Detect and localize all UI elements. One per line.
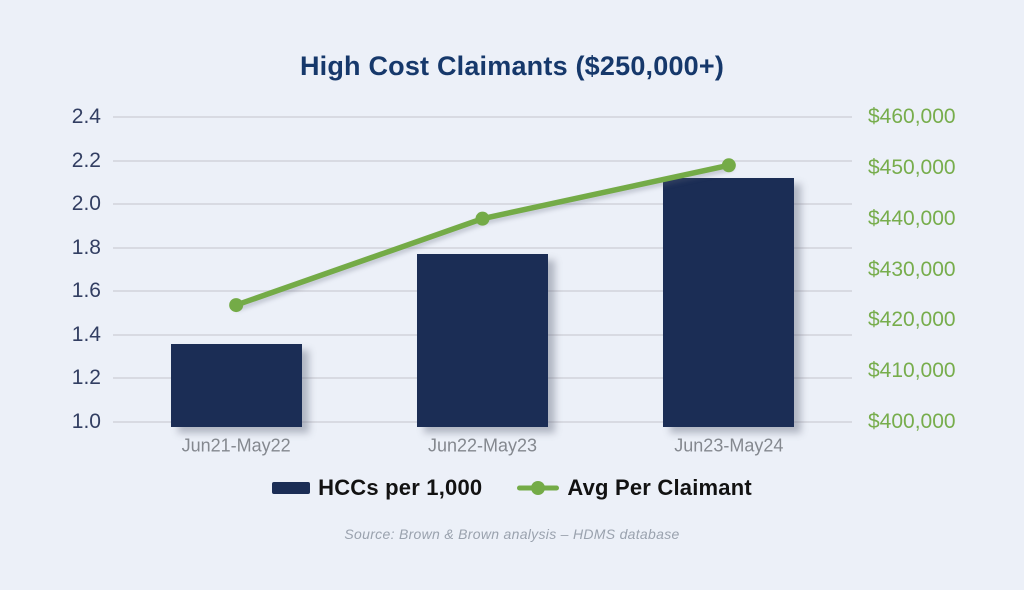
gridline [113,159,852,162]
left-axis-tick: 1.6 [71,279,101,303]
right-axis-tick: $420,000 [868,308,956,332]
left-axis-tick: 1.4 [71,322,101,346]
bar-Jun22-May23 [417,254,548,427]
left-axis-tick: 1.2 [71,366,101,390]
legend-item-line-series: Avg Per Claimant [517,475,752,501]
bar-swatch-icon [272,482,311,494]
x-axis-label: Jun22-May23 [427,435,538,456]
right-axis-tick: $410,000 [868,359,956,383]
source-note: Source: Brown & Brown analysis – HDMS da… [344,526,680,542]
bar-Jun23-May24 [663,178,795,427]
legend-label-bar-series: HCCs per 1,000 [318,475,483,500]
gridline [113,246,852,249]
legend-item-bar-series: HCCs per 1,000 [272,475,482,501]
line-marker-icon [517,480,560,496]
x-axis-label: Jun23-May24 [674,435,784,456]
plot-area [113,116,852,427]
x-axis-label: Jun21-May22 [181,435,291,456]
right-axis-tick: $450,000 [868,155,956,179]
gridline [113,116,852,118]
line-point-Jun22-May23 [475,211,490,226]
left-axis-tick: 2.2 [71,148,101,172]
line-marker-dot [531,481,546,495]
left-axis-tick: 1.0 [71,410,101,433]
left-axis-tick: 2.0 [71,192,101,216]
bar-Jun21-May22 [170,343,302,427]
left-axis-tick: 2.4 [71,105,101,128]
right-axis-tick: $400,000 [868,410,956,433]
legend-label-line-series: Avg Per Claimant [567,475,752,500]
right-axis-tick: $440,000 [868,206,956,230]
line-point-Jun23-May24 [721,158,736,173]
gridline [113,203,852,206]
chart-title: High Cost Claimants ($250,000+) [299,51,725,81]
right-axis-tick: $430,000 [868,257,956,281]
legend: HCCs per 1,000 Avg Per Claimant [0,475,1024,501]
line-point-Jun21-May22 [229,298,244,313]
line-path [233,162,732,308]
right-axis-tick: $460,000 [868,105,956,128]
line-series [229,158,736,313]
left-axis-tick: 1.8 [71,235,101,259]
